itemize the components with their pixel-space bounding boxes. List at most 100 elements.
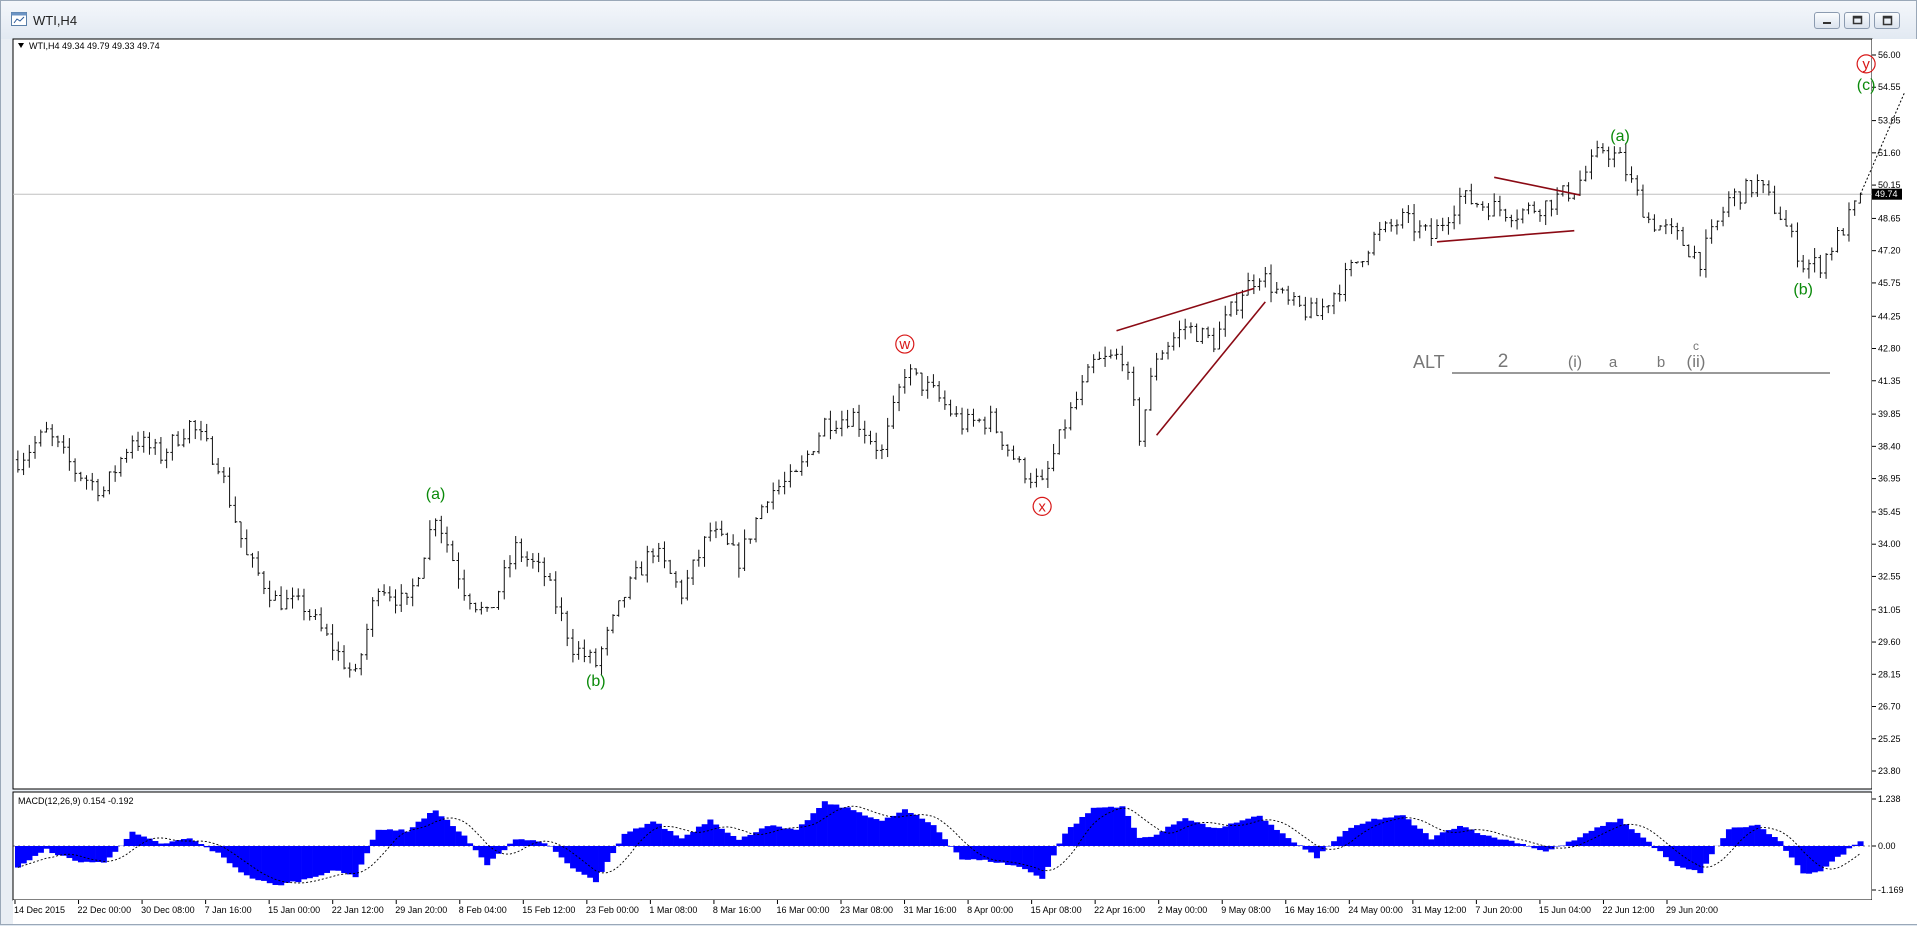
macd-bar [187, 838, 193, 846]
macd-bar [759, 828, 765, 846]
macd-bar [879, 821, 885, 846]
macd-bar [1829, 846, 1835, 862]
macd-bar [129, 832, 135, 846]
x-tick-label: 15 Jan 00:00 [268, 905, 320, 915]
y-tick-label: 32.55 [1878, 571, 1901, 581]
wave-label: (c) [1857, 77, 1876, 94]
macd-bar [1509, 841, 1515, 846]
y-tick-label: 53.05 [1878, 116, 1901, 126]
macd-bar [124, 839, 130, 846]
macd-bar [559, 846, 565, 857]
macd-header: MACD(12,26,9) 0.154 -0.192 [18, 796, 134, 806]
y-tick-label: 42.80 [1878, 344, 1901, 354]
macd-bar [1800, 846, 1806, 873]
macd-bar [885, 818, 891, 846]
macd-bar [421, 818, 427, 846]
macd-bar [1457, 826, 1463, 846]
x-tick-label: 8 Mar 16:00 [713, 905, 761, 915]
x-tick-label: 22 Dec 00:00 [78, 905, 132, 915]
macd-bar [742, 837, 748, 846]
macd-bar [433, 810, 439, 846]
macd-bar [747, 835, 753, 846]
macd-bar [67, 846, 73, 858]
macd-bar [1360, 824, 1366, 846]
macd-bar [908, 813, 914, 846]
macd-bar [49, 846, 55, 853]
macd-bar [479, 846, 485, 857]
macd-bar [530, 840, 536, 846]
macd-bar [576, 846, 582, 872]
macd-bar [170, 841, 176, 846]
macd-bar [1171, 825, 1177, 846]
macd-bar [444, 820, 450, 846]
macd-bar [913, 815, 919, 846]
y-tick-label: 26.70 [1878, 702, 1901, 712]
macd-bar [1606, 822, 1612, 846]
macd-bar [324, 846, 330, 873]
macd-bar [513, 839, 519, 846]
svg-text:(b): (b) [1793, 281, 1813, 298]
macd-bar [284, 846, 290, 883]
macd-bar [1503, 840, 1509, 846]
macd-bar [1652, 846, 1658, 848]
y-tick-label: 39.85 [1878, 409, 1901, 419]
macd-bar [78, 846, 84, 862]
svg-text:(a): (a) [426, 486, 446, 503]
macd-bar [501, 846, 507, 850]
current-price-badge: 49.74 [1872, 189, 1902, 200]
macd-bar [1640, 838, 1646, 846]
macd-bar [959, 846, 965, 860]
x-tick-label: 9 May 08:00 [1221, 905, 1271, 915]
macd-bar [1034, 846, 1040, 876]
alt-wave-label: (ii) [1687, 352, 1706, 371]
price-pane[interactable] [13, 39, 1872, 789]
macd-bar [1680, 846, 1686, 868]
macd-bar [1177, 821, 1183, 846]
macd-bar [1594, 827, 1600, 846]
macd-bar [278, 846, 284, 885]
macd-bar [1526, 846, 1532, 847]
macd-bar [1760, 829, 1766, 846]
macd-bar [1629, 829, 1635, 846]
macd-bar [152, 841, 158, 846]
macd-bar [1411, 825, 1417, 846]
x-tick-label: 7 Jan 16:00 [205, 905, 252, 915]
macd-bar [1486, 836, 1492, 846]
macd-bar [1657, 846, 1663, 851]
macd-bar [896, 813, 902, 846]
x-tick-label: 2 May 00:00 [1158, 905, 1208, 915]
macd-bar [1343, 831, 1349, 846]
macd-bar [55, 846, 61, 855]
macd-bar [1280, 833, 1286, 846]
macd-bar [1692, 846, 1698, 870]
macd-bar [730, 836, 736, 846]
x-tick-label: 23 Mar 08:00 [840, 905, 893, 915]
macd-bar [1840, 846, 1846, 855]
macd-bar [1388, 817, 1394, 846]
macd-bar [1211, 828, 1217, 846]
macd-bar [364, 846, 370, 853]
macd-bar [1102, 807, 1108, 846]
macd-bar [1812, 846, 1818, 872]
macd-bar [21, 846, 27, 863]
macd-bar [1749, 826, 1755, 846]
macd-bar [1039, 846, 1045, 879]
macd-bar [295, 846, 301, 882]
macd-bar [1308, 846, 1314, 852]
macd-bar [953, 846, 959, 852]
y-tick-label: 54.55 [1878, 82, 1901, 92]
macd-bar [850, 810, 856, 846]
macd-bar [765, 826, 771, 846]
x-tick-label: 15 Feb 12:00 [522, 905, 575, 915]
macd-bar [1074, 824, 1080, 846]
price-header: WTI,H4 49.34 49.79 49.33 49.74 [29, 41, 160, 51]
macd-bar [1182, 818, 1188, 846]
macd-bar [639, 828, 645, 846]
macd-bar [519, 839, 525, 846]
macd-bar [685, 835, 691, 846]
macd-bar [461, 836, 467, 846]
macd-bar [210, 846, 216, 851]
macd-y-tick-label: -1.169 [1878, 885, 1904, 895]
macd-bar [32, 846, 38, 856]
